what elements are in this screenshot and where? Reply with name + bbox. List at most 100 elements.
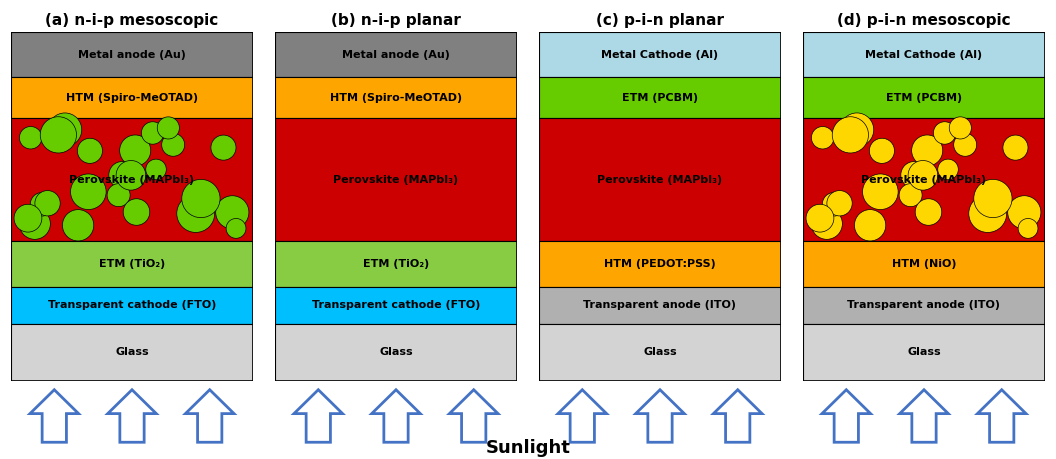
- Bar: [11, 77, 253, 118]
- Text: Transparent cathode (FTO): Transparent cathode (FTO): [312, 300, 480, 310]
- Ellipse shape: [162, 133, 185, 156]
- Ellipse shape: [157, 117, 180, 139]
- Bar: [803, 77, 1045, 118]
- Ellipse shape: [938, 159, 958, 180]
- Bar: [275, 241, 517, 286]
- Ellipse shape: [107, 184, 130, 207]
- Bar: [275, 32, 517, 77]
- Bar: [539, 77, 781, 118]
- Ellipse shape: [31, 192, 54, 216]
- Text: ETM (TiO₂): ETM (TiO₂): [99, 259, 165, 269]
- Ellipse shape: [974, 179, 1012, 218]
- Text: Metal anode (Au): Metal anode (Au): [78, 50, 186, 60]
- FancyArrow shape: [558, 390, 606, 442]
- Text: Glass: Glass: [643, 347, 677, 357]
- Ellipse shape: [811, 127, 834, 149]
- Bar: [11, 118, 253, 241]
- Text: Glass: Glass: [907, 347, 941, 357]
- Bar: [539, 324, 781, 381]
- Ellipse shape: [911, 135, 943, 166]
- Ellipse shape: [146, 159, 166, 180]
- Bar: [803, 286, 1045, 324]
- Bar: [803, 118, 1045, 241]
- Ellipse shape: [1007, 196, 1041, 229]
- FancyArrow shape: [294, 390, 342, 442]
- Ellipse shape: [71, 174, 107, 210]
- Ellipse shape: [841, 113, 873, 146]
- Bar: [803, 241, 1045, 286]
- Bar: [539, 32, 781, 77]
- Ellipse shape: [899, 184, 922, 207]
- Ellipse shape: [35, 190, 60, 216]
- FancyArrow shape: [636, 390, 684, 442]
- Ellipse shape: [226, 218, 246, 238]
- Ellipse shape: [77, 138, 102, 163]
- Text: Metal anode (Au): Metal anode (Au): [342, 50, 450, 60]
- Bar: [539, 241, 781, 286]
- Ellipse shape: [832, 117, 868, 153]
- Ellipse shape: [49, 113, 81, 146]
- Text: Perovskite (MAPbI₃): Perovskite (MAPbI₃): [598, 175, 722, 185]
- Ellipse shape: [1018, 218, 1038, 238]
- Title: (d) p-i-n mesoscopic: (d) p-i-n mesoscopic: [837, 13, 1011, 28]
- Title: (b) n-i-p planar: (b) n-i-p planar: [332, 13, 460, 28]
- Ellipse shape: [863, 174, 899, 210]
- Text: Glass: Glass: [115, 347, 149, 357]
- FancyArrow shape: [372, 390, 420, 442]
- Ellipse shape: [211, 135, 235, 160]
- Bar: [539, 118, 781, 241]
- Bar: [275, 324, 517, 381]
- Text: ETM (TiO₂): ETM (TiO₂): [363, 259, 429, 269]
- Ellipse shape: [176, 195, 214, 232]
- FancyArrow shape: [30, 390, 78, 442]
- Ellipse shape: [968, 195, 1006, 232]
- FancyArrow shape: [108, 390, 156, 442]
- Title: (c) p-i-n planar: (c) p-i-n planar: [596, 13, 724, 28]
- FancyArrow shape: [978, 390, 1026, 442]
- Text: HTM (NiO): HTM (NiO): [891, 259, 957, 269]
- FancyArrow shape: [186, 390, 234, 442]
- Text: Metal Cathode (Al): Metal Cathode (Al): [602, 50, 718, 60]
- Ellipse shape: [109, 162, 135, 188]
- Ellipse shape: [142, 122, 164, 144]
- Ellipse shape: [827, 190, 852, 216]
- Ellipse shape: [124, 199, 150, 225]
- Ellipse shape: [1003, 135, 1027, 160]
- Bar: [11, 324, 253, 381]
- Ellipse shape: [19, 208, 51, 239]
- Text: Transparent anode (ITO): Transparent anode (ITO): [584, 300, 736, 310]
- Bar: [275, 77, 517, 118]
- Bar: [539, 286, 781, 324]
- FancyArrow shape: [450, 390, 498, 442]
- Text: Perovskite (MAPbI₃): Perovskite (MAPbI₃): [70, 175, 194, 185]
- Ellipse shape: [19, 127, 42, 149]
- Bar: [803, 32, 1045, 77]
- Ellipse shape: [954, 133, 977, 156]
- Ellipse shape: [908, 161, 938, 190]
- Bar: [11, 32, 253, 77]
- Ellipse shape: [934, 122, 956, 144]
- Text: Perovskite (MAPbI₃): Perovskite (MAPbI₃): [862, 175, 986, 185]
- Ellipse shape: [949, 117, 972, 139]
- Text: Transparent anode (ITO): Transparent anode (ITO): [848, 300, 1000, 310]
- Ellipse shape: [901, 162, 927, 188]
- Text: ETM (PCBM): ETM (PCBM): [886, 93, 962, 103]
- Text: HTM (Spiro-MeOTAD): HTM (Spiro-MeOTAD): [329, 93, 463, 103]
- Text: Glass: Glass: [379, 347, 413, 357]
- Ellipse shape: [869, 138, 894, 163]
- Text: HTM (PEDOT:PSS): HTM (PEDOT:PSS): [604, 259, 716, 269]
- Ellipse shape: [823, 192, 846, 216]
- Ellipse shape: [14, 204, 42, 232]
- Text: Perovskite (MAPbI₃): Perovskite (MAPbI₃): [334, 175, 458, 185]
- Ellipse shape: [119, 135, 151, 166]
- Ellipse shape: [916, 199, 942, 225]
- Text: ETM (PCBM): ETM (PCBM): [622, 93, 698, 103]
- Bar: [803, 324, 1045, 381]
- Bar: [275, 118, 517, 241]
- Text: Sunlight: Sunlight: [486, 439, 570, 457]
- Ellipse shape: [811, 208, 843, 239]
- Ellipse shape: [40, 117, 76, 153]
- Ellipse shape: [215, 196, 249, 229]
- FancyArrow shape: [822, 390, 870, 442]
- Bar: [11, 286, 253, 324]
